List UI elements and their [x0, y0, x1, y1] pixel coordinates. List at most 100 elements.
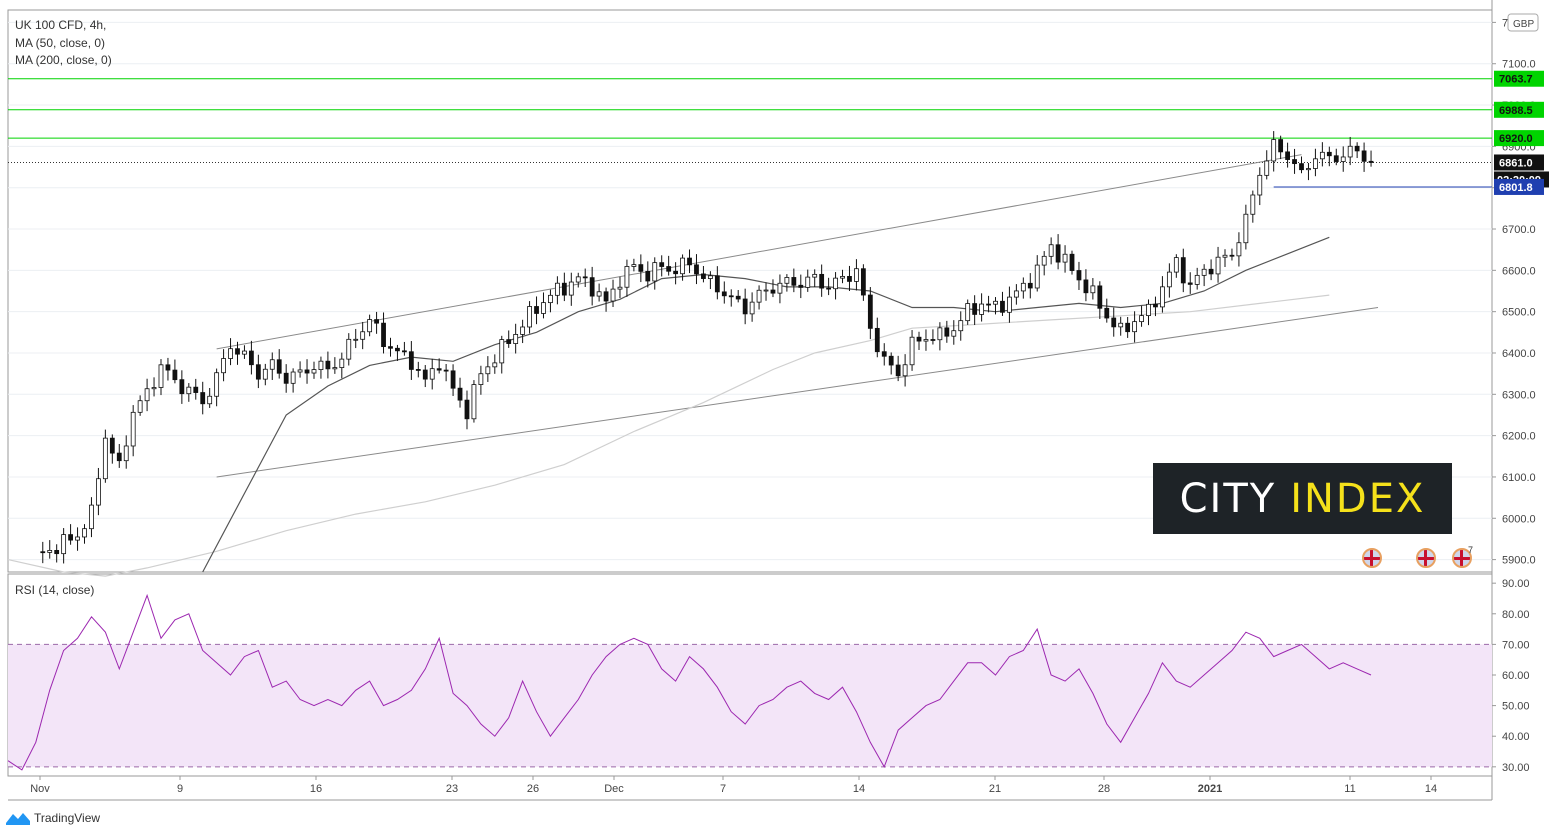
candle-body [534, 306, 539, 314]
uk-flag-event-icon[interactable] [1452, 548, 1472, 568]
candle-body [47, 550, 53, 553]
candle [1236, 232, 1242, 267]
candle-body [367, 319, 373, 333]
candle-body [214, 372, 220, 397]
rsi-tick-label: 40.00 [1502, 731, 1530, 743]
candle-body [603, 291, 609, 302]
tradingview-brand[interactable]: TradingView [6, 811, 100, 825]
candle-body [680, 257, 685, 275]
candle [1104, 298, 1110, 323]
candle [1048, 237, 1054, 265]
candle [464, 390, 470, 430]
candle [429, 358, 435, 390]
candle [965, 299, 971, 325]
candle-body [151, 387, 157, 390]
candle-body [777, 282, 783, 294]
candle-body [819, 273, 825, 289]
price-tick-label: 5900.0 [1502, 555, 1536, 567]
candle [297, 361, 303, 378]
candle [784, 274, 790, 292]
candle [172, 359, 178, 384]
level-6988-marker-box [1494, 101, 1544, 118]
candle-body [1368, 160, 1374, 163]
candle-body [262, 368, 268, 380]
candle [694, 254, 699, 285]
candle [1299, 156, 1304, 174]
candle [207, 388, 213, 408]
rsi-tick-label: 90.00 [1502, 578, 1530, 590]
candle-body [993, 300, 998, 305]
candle-body [749, 301, 755, 315]
candle [714, 266, 720, 300]
rsi-legend[interactable]: RSI (14, close) [15, 583, 95, 597]
candle-body [492, 362, 498, 368]
price-tick-label: 6200.0 [1502, 431, 1536, 443]
candle-body [1257, 174, 1263, 196]
candle-body [1306, 168, 1311, 171]
candle-body [1250, 194, 1256, 215]
candle [986, 295, 991, 313]
candle [415, 361, 421, 378]
candle [812, 269, 818, 287]
candle-body [707, 275, 713, 279]
candle [721, 281, 727, 304]
candle [1041, 251, 1047, 276]
candle [902, 354, 908, 387]
candle [290, 368, 296, 393]
candle-body [687, 257, 692, 266]
symbol-legend[interactable]: UK 100 CFD, 4h, [15, 18, 107, 32]
time-tick-label: 2021 [1198, 783, 1222, 795]
candle [1180, 248, 1186, 293]
ma50-legend[interactable]: MA (50, close, 0) [15, 36, 106, 50]
candle [589, 266, 595, 306]
candle [471, 380, 477, 423]
candle-body [381, 322, 386, 348]
uk-flag-event-icon[interactable] [1362, 548, 1382, 568]
candle [798, 274, 804, 299]
candle-body [930, 339, 936, 341]
candle-body [1285, 151, 1290, 160]
candle-body [1069, 253, 1075, 271]
candle-body [1166, 271, 1172, 288]
candle [116, 443, 122, 468]
candle [388, 337, 393, 357]
candle-body [575, 276, 581, 283]
candle [561, 272, 567, 302]
candle [972, 295, 978, 326]
candle [401, 341, 407, 356]
candle [499, 335, 505, 374]
candle-body [1194, 274, 1200, 285]
candle-body [756, 289, 762, 303]
candle [1250, 190, 1256, 223]
candle [395, 344, 400, 361]
candle [930, 329, 936, 345]
time-tick-label: 14 [1425, 783, 1437, 795]
candle [1027, 273, 1033, 299]
candle-body [582, 276, 588, 279]
candle-body [617, 286, 623, 290]
candle-body [986, 303, 991, 306]
candle [1361, 142, 1367, 172]
candle [151, 377, 157, 397]
tradingview-logo-icon [6, 813, 30, 825]
candle [659, 255, 665, 277]
level-6920-marker-label: 6920.0 [1499, 133, 1533, 145]
candle-body [770, 289, 776, 294]
candle-body [235, 348, 240, 355]
candle-body [596, 291, 602, 297]
level-7063-marker-label: 7063.7 [1499, 74, 1533, 86]
candle-body [1160, 286, 1165, 308]
candle [1243, 204, 1249, 250]
candle-body [75, 536, 80, 541]
ma200-legend[interactable]: MA (200, close, 0) [15, 53, 112, 67]
candle-body [784, 277, 790, 284]
candle [582, 268, 588, 287]
uk-flag-event-icon[interactable] [1416, 548, 1436, 568]
candle-body [645, 270, 651, 282]
candle [860, 264, 866, 301]
candle-body [1048, 244, 1054, 257]
candle-body [1153, 303, 1158, 308]
candle [1166, 263, 1172, 298]
candle [1292, 148, 1297, 174]
